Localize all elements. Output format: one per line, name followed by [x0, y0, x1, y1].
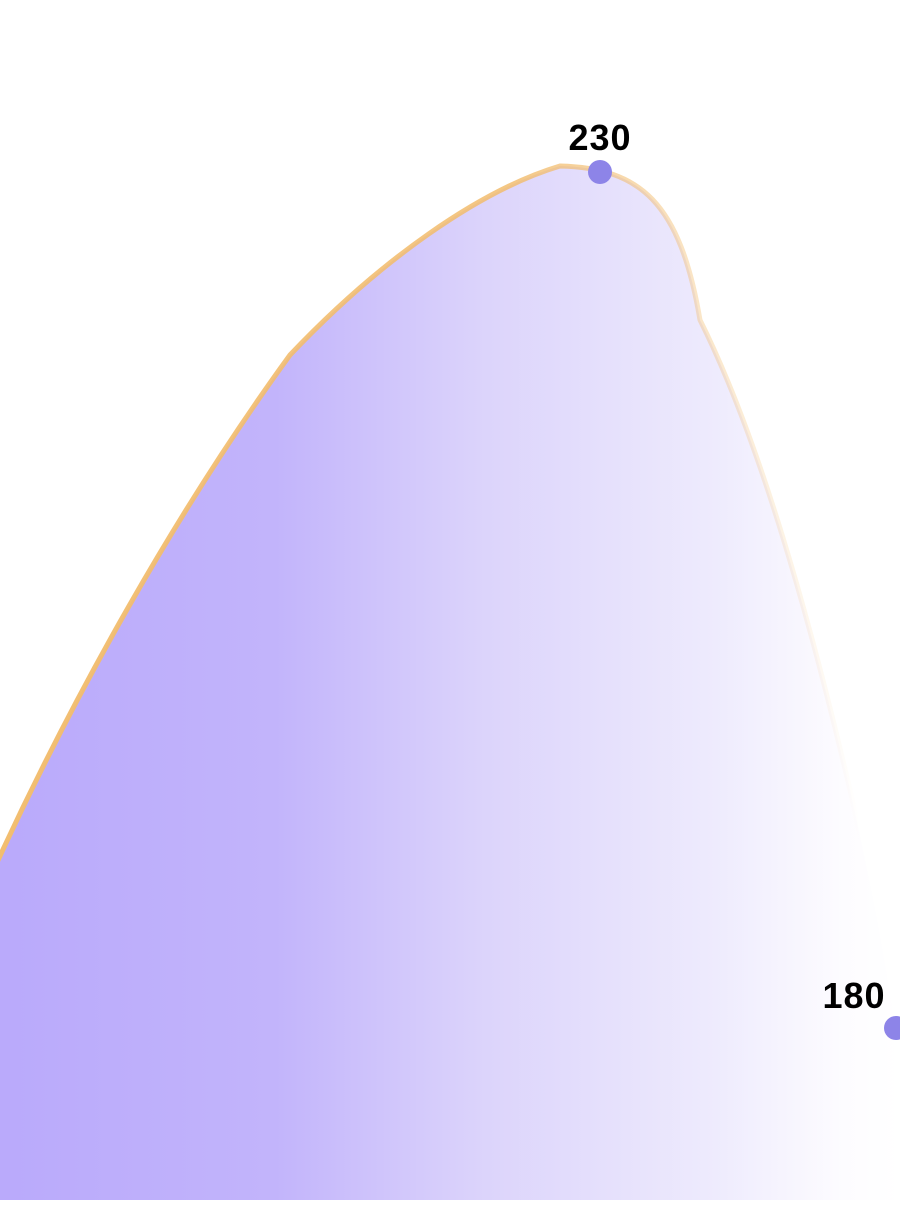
data-label-230: 230 [568, 117, 631, 158]
data-point-180 [884, 1016, 900, 1040]
marks-layer: 230 180 [568, 117, 900, 1040]
series-line [0, 163, 899, 1031]
data-label-180: 180 [822, 975, 885, 1016]
data-point-230 [588, 160, 612, 184]
area-fill [0, 166, 900, 1205]
